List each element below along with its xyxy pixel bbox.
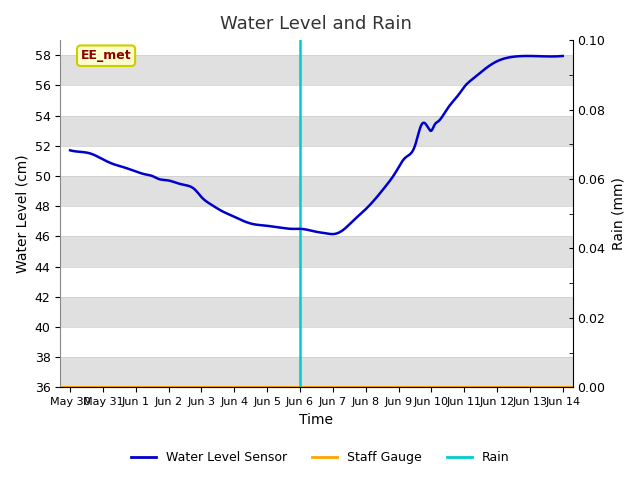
Legend: Water Level Sensor, Staff Gauge, Rain: Water Level Sensor, Staff Gauge, Rain [125,446,515,469]
Y-axis label: Rain (mm): Rain (mm) [611,177,625,250]
X-axis label: Time: Time [300,413,333,427]
Bar [60,327,573,357]
Bar [60,266,573,297]
Bar [60,146,573,176]
Bar [60,357,573,387]
Text: EE_met: EE_met [81,49,131,62]
Bar [60,236,573,266]
Bar [60,116,573,146]
Bar [60,297,573,327]
Bar [60,85,573,116]
Y-axis label: Water Level (cm): Water Level (cm) [15,155,29,273]
Bar [60,206,573,236]
Title: Water Level and Rain: Water Level and Rain [221,15,412,33]
Bar [60,55,573,85]
Bar [60,176,573,206]
